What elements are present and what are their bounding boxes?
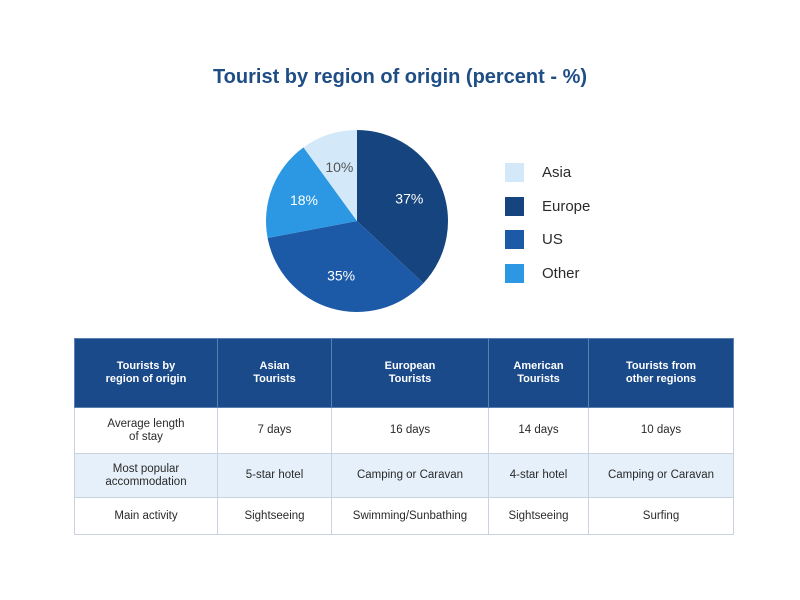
table-cell: 10 days <box>588 407 734 454</box>
column-header: Tourists by region of origin <box>74 338 218 408</box>
legend-item-us: US <box>505 223 590 257</box>
table-cell: 5-star hotel <box>217 453 332 498</box>
table-cell: Camping or Caravan <box>331 453 489 498</box>
table-cell: Average length of stay <box>74 407 218 454</box>
legend-swatch <box>505 230 524 250</box>
pie-slice-us <box>267 221 424 313</box>
table-row: Most popular accommodation 5-star hotel … <box>74 453 734 498</box>
column-header: American Tourists <box>488 338 589 408</box>
pie-slice-other <box>266 147 357 239</box>
column-header: European Tourists <box>331 338 489 408</box>
pie-label-europe: 37% <box>395 190 423 206</box>
table-cell: Surfing <box>588 497 734 535</box>
table-cell: 7 days <box>217 407 332 454</box>
legend-label: Europe <box>542 197 591 215</box>
legend-swatch <box>505 196 524 216</box>
table-row: Average length of stay 7 days 16 days 14… <box>74 407 734 454</box>
column-header: Tourists from other regions <box>588 338 734 408</box>
legend-item-other: Other <box>505 257 590 291</box>
table-cell: 16 days <box>331 407 489 454</box>
pie-label-us: 35% <box>327 268 355 284</box>
table-header-row: Tourists by region of origin Asian Touri… <box>74 338 734 408</box>
pie-label-asia: 10% <box>325 159 353 175</box>
data-table: Tourists by region of origin Asian Touri… <box>74 338 734 535</box>
legend-swatch <box>505 263 524 283</box>
table-row: Main activity Sightseeing Swimming/Sunba… <box>74 497 734 535</box>
legend: Asia Europe US Other <box>505 156 590 290</box>
pie-slice-asia <box>303 130 357 221</box>
table-cell: Sightseeing <box>217 497 332 535</box>
table-cell: 4-star hotel <box>488 453 589 498</box>
table-cell: Camping or Caravan <box>588 453 734 498</box>
legend-swatch <box>505 163 524 183</box>
legend-label: Other <box>542 264 580 282</box>
pie-label-other: 18% <box>290 192 318 208</box>
pie-slice-europe <box>357 130 449 284</box>
chart-title: Tourist by region of origin (percent - %… <box>212 66 588 88</box>
table-cell: Sightseeing <box>488 497 589 535</box>
legend-item-asia: Asia <box>505 156 590 190</box>
table-cell: Most popular accommodation <box>74 453 218 498</box>
table-cell: 14 days <box>488 407 589 454</box>
legend-label: Asia <box>542 164 572 182</box>
table-cell: Main activity <box>74 497 218 535</box>
column-header: Asian Tourists <box>217 338 332 408</box>
legend-item-europe: Europe <box>505 190 590 224</box>
legend-label: US <box>542 231 563 249</box>
table-cell: Swimming/Sunbathing <box>331 497 489 535</box>
